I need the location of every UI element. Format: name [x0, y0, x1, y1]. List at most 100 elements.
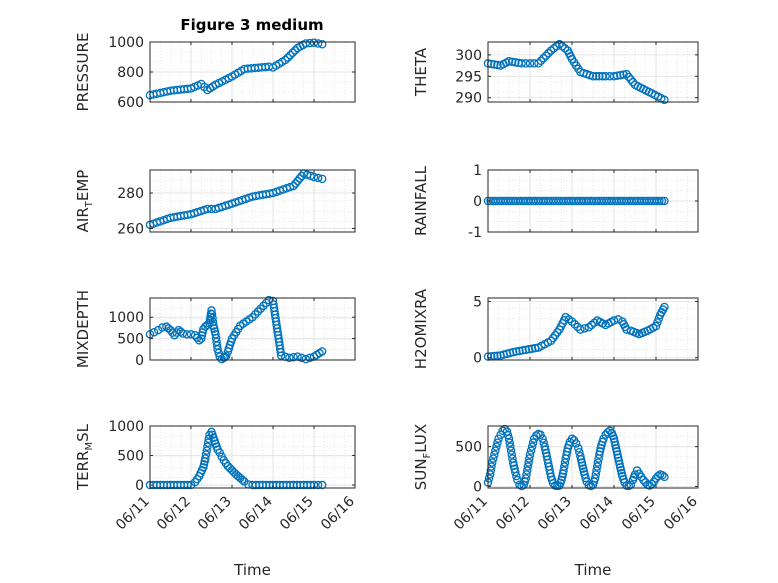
data-point: [201, 450, 211, 459]
data-point: [624, 72, 633, 82]
data-point: [515, 346, 524, 356]
subplot-4: -1 0 1 RAINFALL: [412, 163, 699, 241]
data-point: [498, 426, 507, 436]
data-point: [526, 446, 536, 455]
axes-box: [149, 297, 356, 361]
data-point: [577, 458, 587, 467]
data-point: [485, 470, 495, 479]
data-point: [651, 321, 661, 331]
data-point: [628, 77, 638, 87]
data-point: [655, 196, 664, 206]
data-point: [523, 462, 533, 471]
data-point: [250, 310, 260, 319]
data-point: [256, 304, 265, 313]
data-point: [309, 480, 319, 490]
data-point: [309, 172, 319, 182]
data-point: [518, 346, 527, 355]
data-point: [536, 56, 546, 66]
data-point: [301, 354, 311, 364]
y-tick-label: 500: [455, 440, 482, 456]
data-point: [295, 174, 304, 183]
data-point: [524, 345, 534, 354]
data-point: [182, 330, 192, 339]
data-point: [289, 352, 298, 362]
data-point: [622, 69, 631, 79]
x-tick-label: 06/14: [236, 493, 276, 533]
axes-box: [487, 41, 699, 103]
data-point: [521, 474, 531, 483]
data-point: [503, 430, 513, 440]
data-point: [492, 442, 501, 451]
data-point: [313, 173, 323, 183]
y-tick-label: 0: [135, 353, 144, 369]
data-point: [222, 351, 231, 360]
data-point: [186, 330, 196, 339]
series-points: [145, 427, 327, 490]
data-point: [487, 458, 497, 467]
x-tick-label: 06/15: [277, 494, 317, 534]
axes-box: [149, 169, 356, 233]
data-point: [283, 53, 293, 62]
data-point: [539, 54, 548, 63]
data-point: [297, 353, 306, 363]
data-point: [521, 345, 531, 355]
axes-box: [149, 425, 356, 489]
data-point: [609, 72, 619, 81]
data-point: [590, 474, 600, 483]
data-point: [201, 454, 210, 463]
data-point: [285, 353, 294, 363]
series-points: [145, 295, 327, 364]
data-point: [202, 446, 211, 455]
subplot-2: 290 295 300 THETA: [412, 39, 699, 107]
y-tick-label: 500: [117, 449, 144, 465]
data-point: [521, 59, 531, 68]
data-point: [490, 60, 499, 69]
data-point: [493, 60, 502, 70]
data-point: [660, 196, 669, 206]
data-point: [301, 39, 311, 48]
data-point: [534, 59, 543, 68]
data-point: [591, 470, 601, 479]
data-point: [297, 171, 306, 181]
data-point: [276, 351, 286, 360]
data-point: [595, 72, 604, 81]
data-point: [528, 438, 538, 447]
x-tick-label: 06/12: [493, 494, 533, 534]
data-point: [609, 316, 619, 325]
y-axis-label: MIXDEPTH: [74, 290, 92, 368]
x-tick-label: 06/11: [451, 494, 491, 534]
y-tick-label: -1: [468, 225, 482, 241]
data-point: [567, 434, 577, 443]
data-point: [660, 472, 669, 482]
data-point: [525, 450, 535, 459]
data-point: [288, 48, 297, 58]
data-point: [197, 331, 207, 340]
y-tick-label: 0: [473, 479, 482, 495]
y-tick-label: 295: [455, 69, 482, 85]
data-point: [639, 475, 648, 485]
data-point: [508, 347, 518, 357]
data-point: [170, 330, 179, 340]
data-point: [488, 454, 498, 463]
data-point: [522, 466, 532, 475]
data-point: [613, 315, 623, 324]
data-point: [317, 480, 327, 490]
data-point: [657, 196, 667, 206]
data-point: [225, 463, 235, 473]
data-point: [616, 70, 625, 80]
subplot-3: 260 280 AIRTEMP: [74, 169, 356, 237]
data-point: [653, 471, 663, 481]
y-tick-label: 1000: [108, 419, 144, 435]
data-point: [237, 475, 247, 484]
data-point: [219, 353, 229, 363]
data-point: [158, 323, 167, 332]
data-point: [309, 38, 319, 48]
data-point: [581, 473, 590, 483]
data-point: [576, 325, 585, 334]
subplot-6: 0 5 H2OMIXRA: [412, 288, 699, 369]
y-axis-label: TERRMSL: [74, 423, 95, 491]
data-point: [619, 70, 628, 79]
data-point: [660, 302, 669, 312]
data-point: [317, 174, 327, 184]
